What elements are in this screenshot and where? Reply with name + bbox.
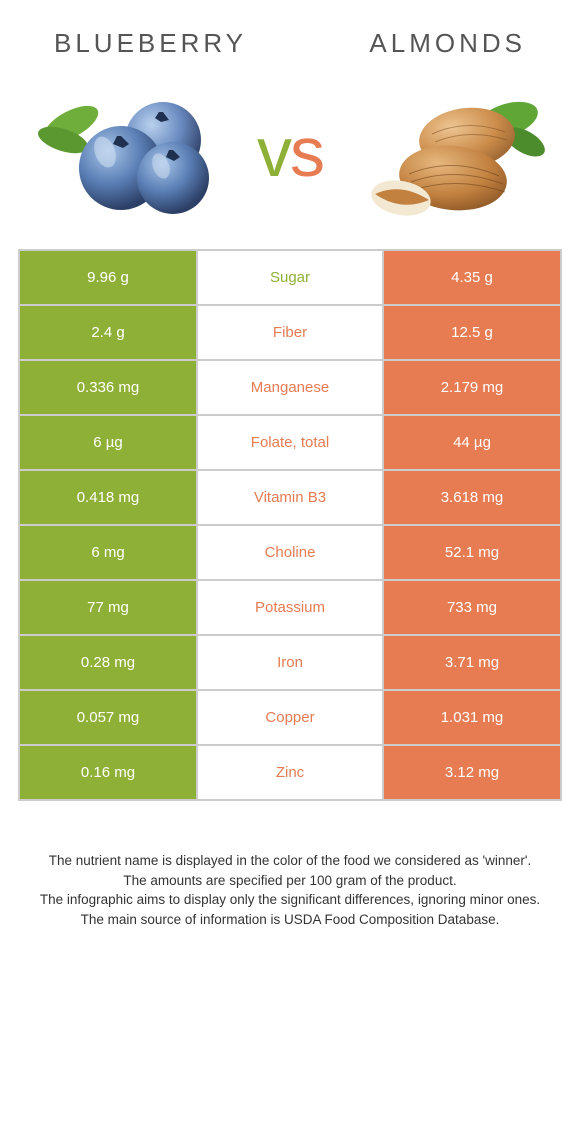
cell-nutrient-label: Choline <box>198 526 382 579</box>
footnote-line: The nutrient name is displayed in the co… <box>30 851 550 871</box>
footnote-line: The infographic aims to display only the… <box>30 890 550 910</box>
cell-nutrient-label: Manganese <box>198 361 382 414</box>
footnote-line: The amounts are specified per 100 gram o… <box>30 871 550 891</box>
cell-nutrient-label: Vitamin B3 <box>198 471 382 524</box>
cell-right-value: 3.12 mg <box>382 746 562 799</box>
nutrient-table: 9.96 gSugar4.35 g2.4 gFiber12.5 g0.336 m… <box>18 249 562 801</box>
cell-nutrient-label: Sugar <box>198 251 382 304</box>
cell-left-value: 6 µg <box>18 416 198 469</box>
table-row: 9.96 gSugar4.35 g <box>18 251 562 306</box>
cell-left-value: 9.96 g <box>18 251 198 304</box>
cell-right-value: 44 µg <box>382 416 562 469</box>
cell-right-value: 4.35 g <box>382 251 562 304</box>
cell-left-value: 0.16 mg <box>18 746 198 799</box>
cell-left-value: 2.4 g <box>18 306 198 359</box>
table-row: 6 µgFolate, total44 µg <box>18 416 562 471</box>
cell-left-value: 6 mg <box>18 526 198 579</box>
cell-nutrient-label: Folate, total <box>198 416 382 469</box>
cell-left-value: 0.336 mg <box>18 361 198 414</box>
blueberry-image <box>28 77 228 227</box>
table-row: 6 mgCholine52.1 mg <box>18 526 562 581</box>
title-left: Blueberry <box>54 28 247 59</box>
almond-icon <box>357 82 547 222</box>
table-row: 0.28 mgIron3.71 mg <box>18 636 562 691</box>
cell-nutrient-label: Potassium <box>198 581 382 634</box>
title-row: Blueberry Almonds <box>18 28 562 59</box>
title-right: Almonds <box>369 28 526 59</box>
cell-nutrient-label: Copper <box>198 691 382 744</box>
hero-row: vs <box>18 59 562 249</box>
table-row: 2.4 gFiber12.5 g <box>18 306 562 361</box>
almond-image <box>352 77 552 227</box>
vs-s: s <box>290 113 323 191</box>
cell-nutrient-label: Zinc <box>198 746 382 799</box>
blueberry-icon <box>33 82 223 222</box>
cell-left-value: 0.057 mg <box>18 691 198 744</box>
cell-left-value: 0.28 mg <box>18 636 198 689</box>
table-row: 0.16 mgZinc3.12 mg <box>18 746 562 801</box>
table-row: 0.057 mgCopper1.031 mg <box>18 691 562 746</box>
cell-right-value: 2.179 mg <box>382 361 562 414</box>
vs-label: vs <box>257 112 323 192</box>
cell-right-value: 12.5 g <box>382 306 562 359</box>
table-row: 0.336 mgManganese2.179 mg <box>18 361 562 416</box>
table-row: 0.418 mgVitamin B33.618 mg <box>18 471 562 526</box>
table-row: 77 mgPotassium733 mg <box>18 581 562 636</box>
cell-nutrient-label: Fiber <box>198 306 382 359</box>
cell-right-value: 52.1 mg <box>382 526 562 579</box>
infographic-root: Blueberry Almonds <box>0 0 580 1144</box>
footnote-line: The main source of information is USDA F… <box>30 910 550 930</box>
cell-right-value: 1.031 mg <box>382 691 562 744</box>
footnotes: The nutrient name is displayed in the co… <box>18 851 562 929</box>
cell-nutrient-label: Iron <box>198 636 382 689</box>
cell-right-value: 3.618 mg <box>382 471 562 524</box>
cell-left-value: 0.418 mg <box>18 471 198 524</box>
cell-right-value: 733 mg <box>382 581 562 634</box>
cell-right-value: 3.71 mg <box>382 636 562 689</box>
cell-left-value: 77 mg <box>18 581 198 634</box>
vs-v: v <box>257 113 290 191</box>
